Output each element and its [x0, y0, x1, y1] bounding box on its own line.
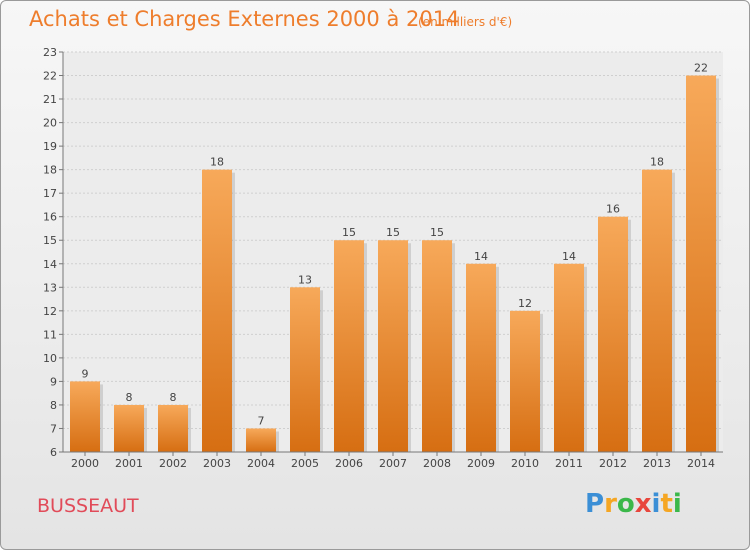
x-tick-label-2010: 2010	[511, 457, 539, 470]
x-tick-label-2011: 2011	[555, 457, 583, 470]
data-label-2008: 15	[430, 226, 444, 239]
data-label-2013: 18	[650, 156, 664, 169]
y-tick-label: 14	[43, 258, 57, 271]
chart-title: Achats et Charges Externes 2000 à 2014	[29, 7, 460, 31]
bar-2009	[466, 263, 496, 452]
y-tick-label: 10	[43, 352, 57, 365]
y-tick-label: 8	[50, 399, 57, 412]
x-tick-label-2006: 2006	[335, 457, 363, 470]
bar-2011	[554, 263, 584, 452]
x-tick-label-2009: 2009	[467, 457, 495, 470]
data-label-2000: 9	[82, 367, 89, 380]
y-tick-label: 15	[43, 234, 57, 247]
bar-2004	[246, 428, 276, 452]
logo-letter: i	[672, 489, 682, 519]
data-label-2014: 22	[694, 62, 708, 75]
y-tick-label: 13	[43, 281, 57, 294]
y-tick-label: 18	[43, 164, 57, 177]
bar-2014	[686, 75, 716, 452]
chart-subtitle: (en milliers d'€)	[418, 15, 513, 29]
y-tick-label: 12	[43, 305, 57, 318]
logo-letter: t	[660, 489, 673, 519]
x-tick-label-2002: 2002	[159, 457, 187, 470]
data-label-2007: 15	[386, 226, 400, 239]
y-tick-label: 17	[43, 187, 57, 200]
bar-2000	[70, 381, 100, 452]
logo-letter: o	[616, 489, 635, 519]
y-tick-label: 23	[43, 46, 57, 59]
bar-2002	[158, 404, 188, 452]
y-tick-label: 9	[50, 375, 57, 388]
y-tick-label: 21	[43, 93, 57, 106]
x-tick-label-2007: 2007	[379, 457, 407, 470]
data-label-2009: 14	[474, 250, 488, 263]
x-tick-label-2001: 2001	[115, 457, 143, 470]
x-tick-label-2005: 2005	[291, 457, 319, 470]
x-tick-label-2008: 2008	[423, 457, 451, 470]
logo-letter: x	[634, 489, 652, 519]
x-tick-label-2014: 2014	[687, 457, 715, 470]
bar-2006	[334, 240, 364, 452]
data-label-2003: 18	[210, 156, 224, 169]
data-label-2011: 14	[562, 250, 576, 263]
y-tick-label: 19	[43, 140, 57, 153]
logo-letter: P	[585, 489, 605, 519]
bar-2007	[378, 240, 408, 452]
bar-2003	[202, 169, 232, 452]
bar-2008	[422, 240, 452, 452]
proxiti-logo: Proxiti	[585, 489, 682, 519]
bar-2010	[510, 310, 540, 452]
data-label-2004: 7	[258, 414, 265, 427]
bar-2012	[598, 216, 628, 452]
bar-2005	[290, 287, 320, 452]
data-label-2012: 16	[606, 203, 620, 216]
y-tick-label: 11	[43, 328, 57, 341]
bar-2013	[642, 169, 672, 452]
x-tick-label-2013: 2013	[643, 457, 671, 470]
commune-name: BUSSEAUT	[37, 495, 139, 517]
x-tick-label-2004: 2004	[247, 457, 275, 470]
logo-letter: r	[604, 489, 617, 519]
y-tick-label: 16	[43, 211, 57, 224]
data-label-2006: 15	[342, 226, 356, 239]
y-tick-label: 7	[50, 422, 57, 435]
x-tick-label-2000: 2000	[71, 457, 99, 470]
y-tick-label: 6	[50, 446, 57, 459]
data-label-2001: 8	[126, 391, 133, 404]
bar-2001	[114, 404, 144, 452]
data-label-2010: 12	[518, 297, 532, 310]
y-tick-label: 22	[43, 70, 57, 83]
data-label-2002: 8	[170, 391, 177, 404]
data-label-2005: 13	[298, 273, 312, 286]
logo-letter: i	[651, 489, 661, 519]
x-tick-label-2003: 2003	[203, 457, 231, 470]
y-tick-label: 20	[43, 117, 57, 130]
x-tick-label-2012: 2012	[599, 457, 627, 470]
